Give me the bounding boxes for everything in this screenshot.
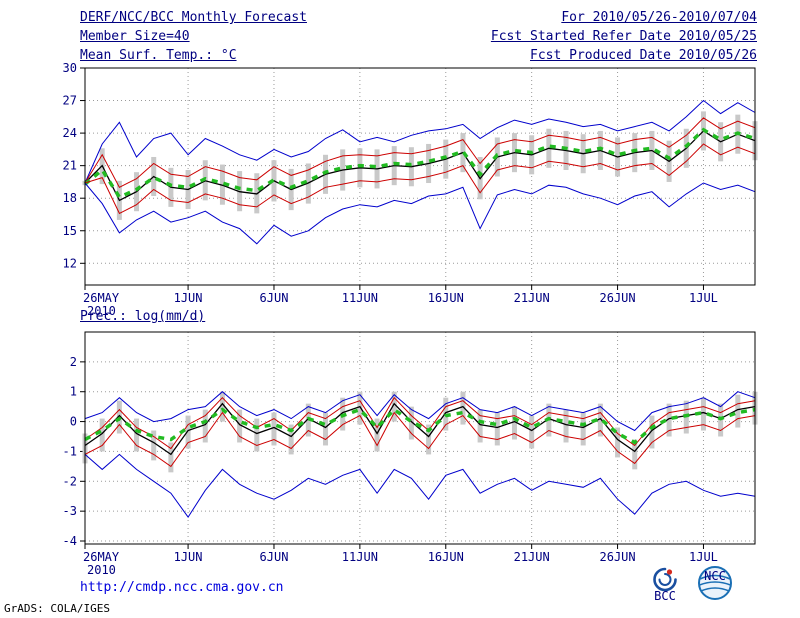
temp-panel-title: Mean Surf. Temp.: °C <box>80 48 237 63</box>
svg-text:-4: -4 <box>63 534 77 548</box>
source-url: http://cmdp.ncc.cma.gov.cn <box>80 580 284 595</box>
bcc-logo-label: BCC <box>654 589 676 602</box>
svg-text:26JUN: 26JUN <box>600 550 636 564</box>
svg-text:1JUN: 1JUN <box>174 550 203 564</box>
grads-credit: GrADS: COLA/IGES <box>4 602 110 615</box>
produced-date: Fcst Produced Date 2010/05/26 <box>530 48 757 63</box>
svg-text:11JUN: 11JUN <box>342 550 378 564</box>
svg-text:26MAY: 26MAY <box>83 291 120 305</box>
svg-text:15: 15 <box>63 224 77 238</box>
svg-text:21JUN: 21JUN <box>514 291 550 305</box>
svg-text:21JUN: 21JUN <box>514 550 550 564</box>
svg-text:1JUN: 1JUN <box>174 291 203 305</box>
svg-text:21: 21 <box>63 159 77 173</box>
logos: BCC NCC <box>648 564 734 602</box>
svg-text:16JUN: 16JUN <box>428 550 464 564</box>
ncc-logo: NCC <box>698 566 732 600</box>
page-title: DERF/NCC/BCC Monthly Forecast <box>80 10 307 25</box>
svg-text:26MAY: 26MAY <box>83 550 120 564</box>
svg-text:12: 12 <box>63 256 77 270</box>
svg-text:2: 2 <box>70 355 77 369</box>
svg-text:2010: 2010 <box>87 563 116 577</box>
svg-text:24: 24 <box>63 126 77 140</box>
svg-text:2010: 2010 <box>87 304 116 315</box>
svg-text:11JUN: 11JUN <box>342 291 378 305</box>
ncc-logo-label: NCC <box>704 569 726 583</box>
svg-text:27: 27 <box>63 94 77 108</box>
svg-text:30: 30 <box>63 61 77 75</box>
svg-text:-3: -3 <box>63 504 77 518</box>
svg-text:-2: -2 <box>63 474 77 488</box>
svg-text:0: 0 <box>70 415 77 429</box>
header-left: DERF/NCC/BCC Monthly Forecast Member Siz… <box>80 8 307 65</box>
svg-text:-1: -1 <box>63 444 77 458</box>
precip-panel-title: Prec.: log(mm/d) <box>80 309 206 324</box>
svg-text:26JUN: 26JUN <box>600 291 636 305</box>
refer-date: Fcst Started Refer Date 2010/05/25 <box>490 29 757 44</box>
svg-text:18: 18 <box>63 191 77 205</box>
svg-text:1JUL: 1JUL <box>689 291 718 305</box>
forecast-period: For 2010/05/26-2010/07/04 <box>561 10 757 25</box>
svg-text:6JUN: 6JUN <box>260 550 289 564</box>
bcc-logo: BCC <box>653 567 677 602</box>
svg-text:1: 1 <box>70 385 77 399</box>
precipitation-forecast-chart: -4 -3 -2 -1 0 1 2 26MAY 1JUN 6JUN 11JUN 16JUN 21JUN 2… <box>63 331 758 577</box>
temperature-forecast-chart: 12 15 18 21 24 27 30 26MAY 1JUN 6JUN 11JUN 16JUN 21J… <box>63 61 758 315</box>
member-size-label: Member Size=40 <box>80 29 190 44</box>
bcc-logo-sun <box>666 569 673 575</box>
svg-text:1JUL: 1JUL <box>689 550 718 564</box>
header-right: For 2010/05/26-2010/07/04 Fcst Started R… <box>491 8 757 65</box>
svg-text:16JUN: 16JUN <box>428 291 464 305</box>
svg-text:6JUN: 6JUN <box>260 291 289 305</box>
